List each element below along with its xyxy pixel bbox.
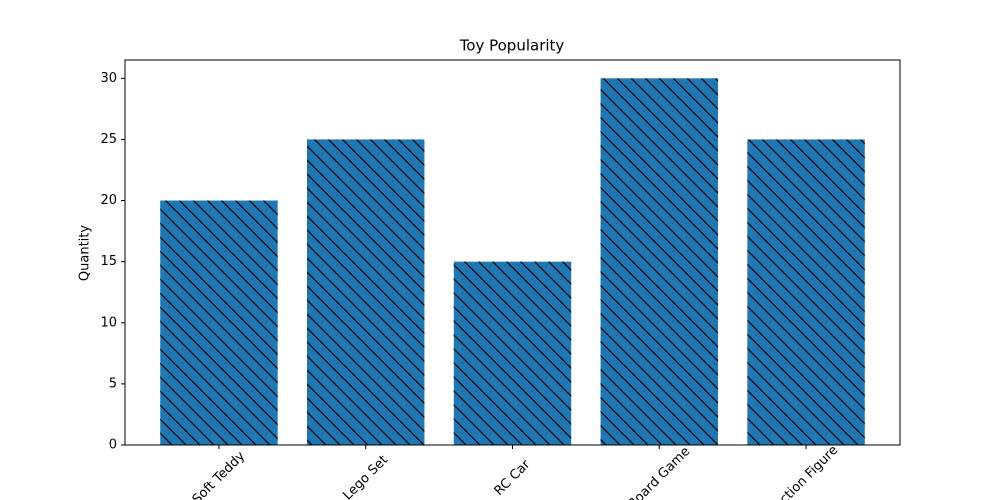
bar-hatch <box>600 78 718 445</box>
plot-frame <box>124 59 901 446</box>
y-tick-label: 0 <box>109 438 117 453</box>
y-tick-label: 20 <box>100 193 117 208</box>
chart-title: Toy Popularity <box>459 37 565 55</box>
x-tick-label: RC Car <box>492 457 534 499</box>
y-tick-label: 5 <box>109 376 117 391</box>
x-tick-label: Action Figure <box>771 443 841 500</box>
y-tick-label: 30 <box>100 71 117 86</box>
y-tick-label: 10 <box>100 315 117 330</box>
y-tick-label: 25 <box>100 132 117 147</box>
bar-hatch <box>160 200 278 445</box>
x-tick-label: Lego Set <box>340 453 391 500</box>
bar-hatch <box>307 139 425 445</box>
bar-hatch <box>453 261 572 445</box>
y-axis-label: Quantity <box>78 225 93 281</box>
y-tick-label: 15 <box>100 254 117 269</box>
x-tick-label: Board Game <box>625 444 693 500</box>
x-tick-label: Soft Teddy <box>190 449 249 500</box>
bar-hatch <box>747 139 865 445</box>
